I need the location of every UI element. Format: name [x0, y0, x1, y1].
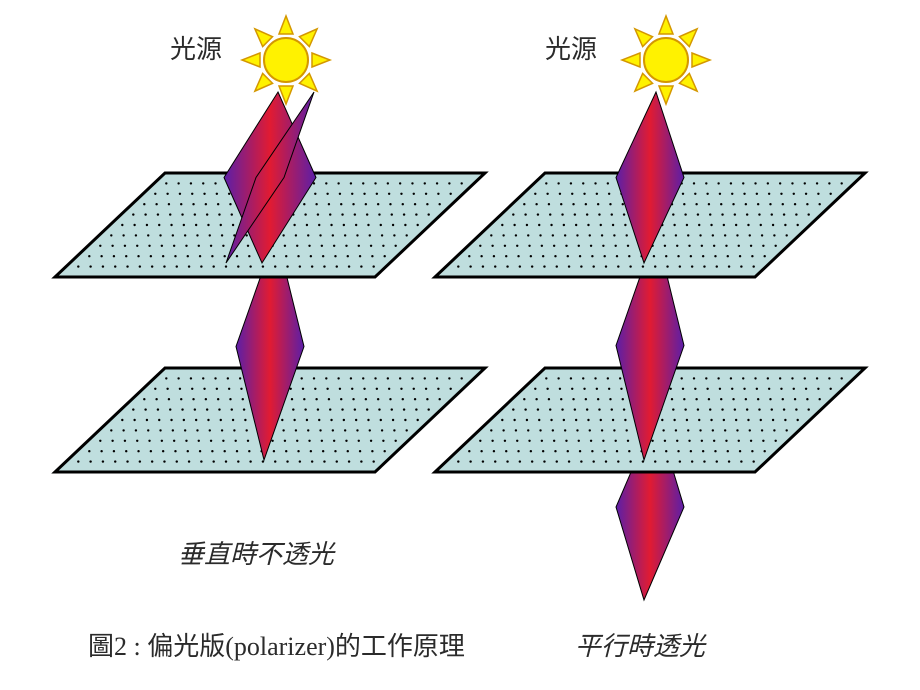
sun-icon — [242, 16, 330, 104]
polarizer-diagram — [0, 0, 920, 690]
sun-icon — [622, 16, 710, 104]
